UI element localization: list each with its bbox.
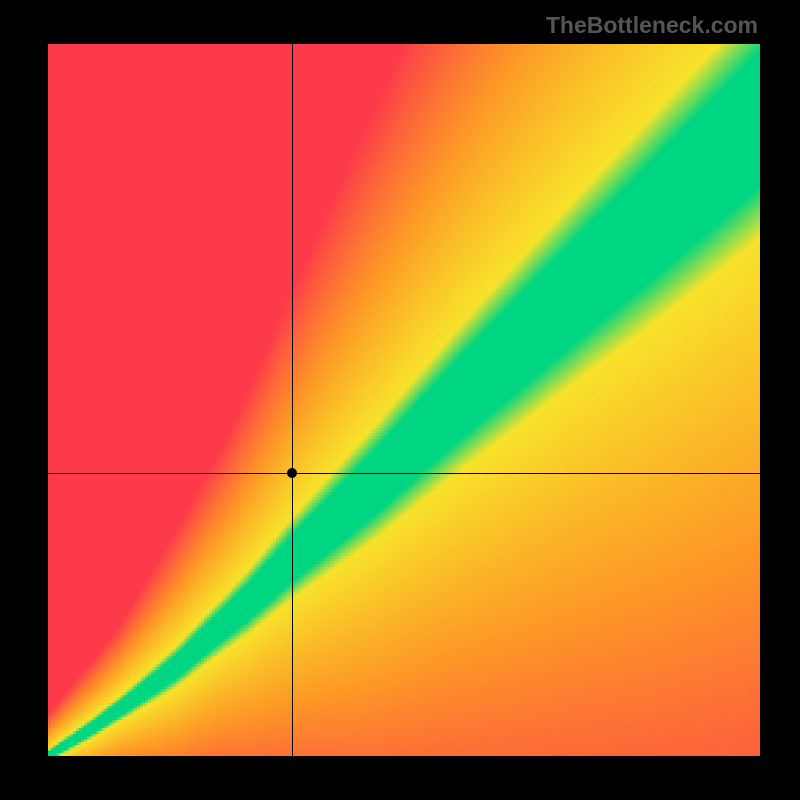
- plot-area: [48, 44, 760, 756]
- watermark-text: TheBottleneck.com: [546, 12, 758, 39]
- chart-container: TheBottleneck.com: [0, 0, 800, 800]
- heatmap-canvas: [48, 44, 760, 756]
- crosshair-marker: [287, 468, 297, 478]
- crosshair-vertical: [292, 44, 293, 756]
- crosshair-horizontal: [48, 473, 760, 474]
